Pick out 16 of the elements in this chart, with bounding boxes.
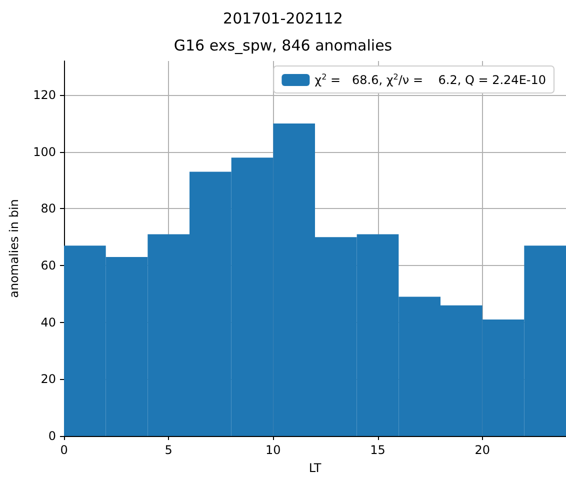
y-axis-title: anomalies in bin (7, 199, 21, 298)
x-tick-label: 20 (474, 443, 490, 457)
y-tick-label: 40 (40, 315, 56, 330)
y-tick-label: 100 (33, 144, 56, 159)
x-tick-label: 15 (370, 443, 386, 457)
x-axis-title: LT (308, 461, 322, 475)
chart-subtitle: G16 exs_spw, 846 anomalies (174, 36, 392, 54)
x-tick-label: 10 (266, 443, 281, 457)
y-tick-label: 120 (33, 88, 56, 102)
x-tick-label: 0 (60, 443, 68, 457)
y-tick-label: 60 (40, 258, 56, 273)
y-tick-label: 80 (40, 202, 56, 216)
y-tick-label: 20 (40, 372, 56, 386)
x-tick-label: 5 (164, 443, 172, 457)
chart-title: 201701-202112 (223, 10, 343, 28)
y-tick-label: 0 (48, 429, 56, 443)
